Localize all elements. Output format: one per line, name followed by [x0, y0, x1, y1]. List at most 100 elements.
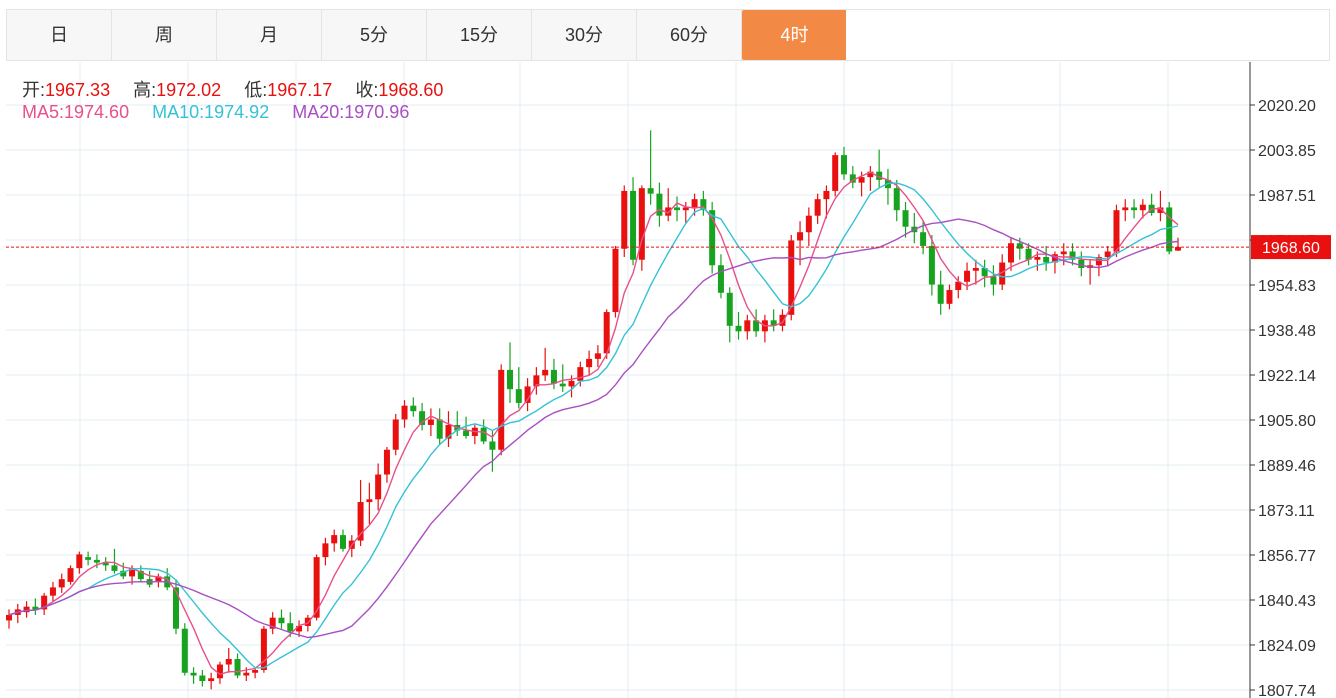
y-tick-label: 1987.51 [1258, 188, 1316, 205]
candle-body [937, 284, 944, 304]
candle-body [436, 419, 443, 439]
tab-0[interactable]: 日 [7, 10, 112, 60]
y-tick-label: 1824.09 [1258, 638, 1316, 655]
candle-body [216, 664, 223, 679]
candle-body [515, 389, 522, 403]
candle-body [41, 595, 48, 610]
candle-body [972, 268, 979, 271]
tab-2[interactable]: 月 [217, 10, 322, 60]
close-value: 1968.60 [378, 80, 444, 100]
candle-body [955, 281, 962, 291]
candle-body [93, 559, 100, 563]
candle-body [120, 570, 127, 577]
tab-3[interactable]: 5分 [322, 10, 427, 60]
candle-body [480, 427, 487, 442]
candle-body [656, 193, 663, 216]
candle-body [612, 248, 619, 313]
high-value: 1972.02 [156, 80, 222, 100]
tab-6[interactable]: 60分 [637, 10, 742, 60]
candle-body [49, 587, 56, 596]
candle-body [550, 369, 557, 384]
candle-body [630, 190, 637, 260]
candle-body [419, 411, 426, 425]
ohlc-readout: 开:1967.33 高:1972.02 低:1967.17 收:1968.60 [22, 76, 443, 102]
candle-body [58, 579, 65, 588]
tab-5[interactable]: 30分 [532, 10, 637, 60]
candle-body [225, 658, 232, 665]
candle-body [779, 314, 786, 326]
candle-body [1069, 251, 1076, 260]
ma20-label: MA20: [292, 102, 345, 122]
candle-body [287, 623, 294, 632]
candle-body [902, 210, 909, 227]
low-value: 1967.17 [267, 80, 333, 100]
tab-1[interactable]: 周 [112, 10, 217, 60]
candle-body [1175, 247, 1181, 251]
candle-body [981, 268, 988, 277]
candle-body [788, 240, 795, 315]
candle-body [990, 276, 997, 285]
candle-body [243, 672, 250, 676]
ma5-value: 1974.60 [64, 102, 130, 122]
candle-body [269, 617, 276, 629]
candle-body [208, 678, 215, 682]
candle-body [568, 380, 575, 387]
y-tick-label: 1922.14 [1258, 368, 1316, 385]
y-tick-label: 2020.20 [1258, 98, 1316, 115]
candle-body [507, 369, 513, 390]
candle-body [331, 535, 338, 544]
candle-body [296, 625, 303, 632]
y-tick-label: 1889.46 [1258, 458, 1316, 475]
candle-body [964, 270, 971, 282]
candle-body [313, 557, 320, 618]
candle-body [1131, 207, 1138, 211]
candle-body [76, 554, 83, 569]
candle-body [322, 543, 329, 558]
candle-body [383, 449, 390, 475]
candle-body [340, 535, 346, 549]
ma-readout: MA5:1974.60 MA10:1974.92 MA20:1970.96 [22, 102, 409, 123]
candle-body [401, 405, 408, 420]
candle-body [691, 199, 698, 208]
candle-body [1104, 251, 1111, 257]
tab-7[interactable]: 4时 [742, 10, 847, 60]
candle-body [717, 265, 724, 293]
candle-body [753, 320, 760, 332]
open-label: 开: [22, 80, 46, 100]
candle-body [260, 628, 267, 671]
candle-body [709, 210, 716, 266]
candle-body [1025, 248, 1032, 260]
candle-body [252, 670, 259, 673]
ma10-line [8, 182, 1179, 669]
candle-body [665, 207, 672, 216]
candle-body [234, 658, 241, 676]
candle-body [770, 320, 777, 326]
candle-body [1095, 256, 1102, 266]
candle-body [1008, 243, 1014, 263]
close-label: 收: [355, 80, 379, 100]
candle-body [1043, 256, 1050, 263]
candle-body [489, 441, 496, 450]
candle-body [375, 474, 382, 500]
tab-4[interactable]: 15分 [427, 10, 532, 60]
candle-body [674, 207, 680, 211]
ma20-value: 1970.96 [344, 102, 410, 122]
candle-body [23, 606, 30, 613]
candle-body [6, 614, 12, 621]
y-tick-label: 2003.85 [1258, 143, 1316, 160]
candle-body [155, 576, 162, 582]
candle-body [1078, 259, 1085, 269]
candle-body [357, 502, 364, 541]
candle-body [999, 262, 1006, 285]
candle-body [797, 232, 804, 241]
candle-body [805, 215, 812, 233]
candle-body [621, 190, 628, 249]
candle-body [1051, 254, 1058, 263]
candle-body [893, 188, 900, 211]
candle-body [586, 358, 593, 368]
ma10-label: MA10: [152, 102, 205, 122]
candle-body [841, 155, 847, 175]
candle-body [928, 245, 935, 285]
candle-body [173, 587, 179, 629]
